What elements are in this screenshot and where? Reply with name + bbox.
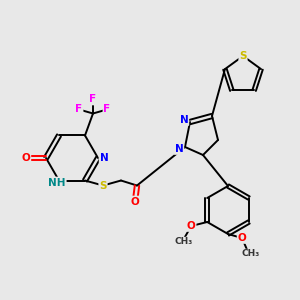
Text: F: F [103, 104, 111, 115]
Text: O: O [22, 153, 30, 163]
Text: S: S [99, 181, 107, 190]
Text: S: S [239, 51, 247, 61]
Text: N: N [180, 115, 188, 125]
Text: F: F [75, 104, 82, 115]
Text: F: F [89, 94, 97, 104]
Text: O: O [130, 196, 140, 206]
Text: N: N [175, 144, 183, 154]
Text: O: O [238, 233, 246, 243]
Text: N: N [100, 153, 108, 163]
Text: NH: NH [48, 178, 66, 188]
Text: CH₃: CH₃ [174, 238, 192, 247]
Text: CH₃: CH₃ [242, 250, 260, 259]
Text: O: O [187, 221, 196, 231]
